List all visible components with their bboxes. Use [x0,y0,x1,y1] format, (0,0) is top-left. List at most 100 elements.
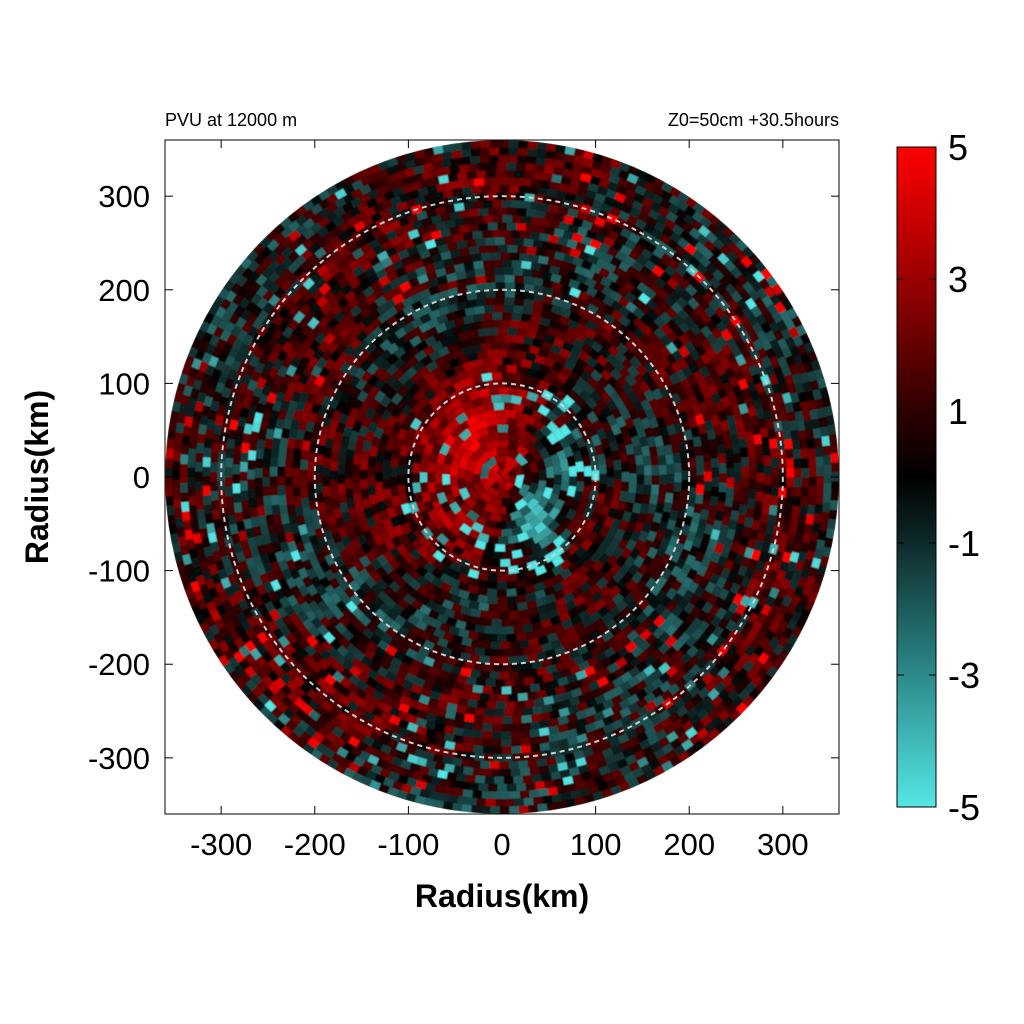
field-cell [390,392,403,406]
field-cell [520,521,534,534]
field-cell [338,493,347,505]
field-cell [396,385,409,398]
field-cell [431,424,444,438]
field-cell [786,476,795,487]
field-cell [593,501,604,514]
field-cell [599,524,611,538]
field-cell [474,624,486,634]
field-cell [636,464,645,475]
field-cell [476,798,487,807]
field-cell [605,485,614,498]
field-cell [486,162,498,171]
field-cell [519,554,532,565]
field-cell [614,528,626,541]
field-cell [525,568,538,579]
field-cell [423,580,437,593]
field-cell [745,507,755,519]
field-cell [724,496,734,507]
field-cell [510,510,524,521]
field-cell [314,473,323,485]
field-cell [502,746,513,755]
field-cell [367,475,375,487]
field-cell [487,327,498,336]
field-cell [434,482,445,495]
field-cell [516,571,529,581]
field-cell [188,448,197,459]
field-cell [515,419,528,430]
field-cell [524,431,538,445]
field-cell [801,476,809,488]
field-cell [538,765,550,775]
field-cell [361,498,371,510]
field-cell [603,495,613,507]
field-cell [808,466,817,477]
field-cell [500,372,512,381]
field-cell [694,445,703,457]
field-cell [585,519,597,532]
field-cell [573,535,586,548]
field-cell [448,373,461,385]
field-cell [254,468,263,479]
field-cell [579,369,592,383]
field-cell [400,419,412,432]
field-cell [485,678,497,687]
field-cell [513,275,525,284]
field-cell [533,370,547,381]
field-cell [518,320,530,330]
field-cell [590,550,603,564]
x-tick-label: -100 [377,827,439,862]
field-cell [566,485,577,497]
field-cell [554,596,568,608]
field-cell [510,791,521,799]
field-cell [397,372,411,386]
field-cell [393,524,405,538]
field-cell [710,457,719,468]
field-cell [425,360,439,373]
field-cell [522,276,534,285]
field-cell [598,552,611,566]
field-cell [762,445,771,457]
field-cell [397,484,407,496]
field-cell [487,244,499,253]
field-cell [534,581,547,592]
field-cell [444,410,458,424]
field-cell [486,424,499,435]
field-cell [552,427,566,441]
field-cell [546,802,558,811]
field-cell [506,595,518,605]
field-cell [195,462,203,473]
field-cell [505,455,520,468]
field-cell [823,454,832,465]
field-cell [651,464,660,476]
field-cell [520,178,532,187]
field-cell [551,361,564,373]
field-cell [499,319,510,328]
field-cell [256,505,266,517]
field-cell [234,435,243,447]
field-cell [382,469,390,480]
field-cell [507,155,518,163]
field-cell [674,471,682,483]
field-cell [792,495,801,507]
field-cell [470,608,482,618]
field-cell [182,425,192,437]
field-cell [537,479,547,493]
field-cell [514,411,527,422]
field-cell [510,738,522,747]
field-cell [555,354,568,366]
field-cell [475,707,486,717]
field-cell [606,526,618,539]
field-cell [497,784,508,792]
field-cell [591,404,604,417]
field-cell [476,350,488,360]
field-cell [553,463,562,475]
field-cell [724,448,734,459]
field-cell [501,357,513,366]
field-cell [575,460,585,472]
field-cell [590,434,602,447]
field-cell [180,482,188,494]
field-cell [508,671,520,680]
field-cell [420,452,431,464]
field-cell [458,589,471,600]
field-cell [530,542,543,554]
